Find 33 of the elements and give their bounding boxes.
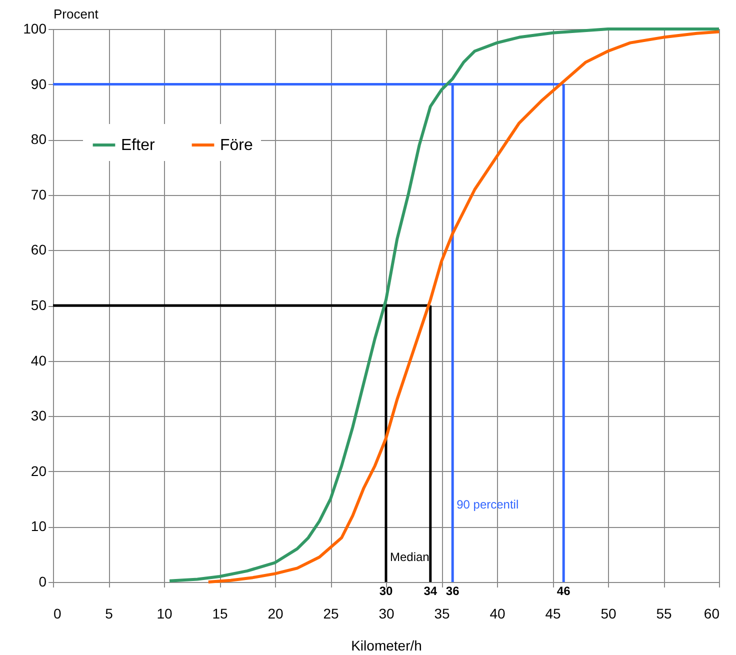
x-tick-label: 25 bbox=[323, 606, 339, 622]
ref-line-label: 34 bbox=[424, 584, 438, 598]
x-tick-label: 40 bbox=[490, 606, 506, 622]
y-tick-label: 40 bbox=[30, 352, 47, 368]
y-tick-label: 0 bbox=[38, 574, 47, 590]
y-tick-label: 90 bbox=[30, 76, 47, 92]
x-tick-label: 30 bbox=[378, 606, 394, 622]
annotation: Median bbox=[390, 550, 430, 564]
y-axis-title: Procent bbox=[54, 6, 99, 22]
x-tick-label: 5 bbox=[105, 606, 114, 622]
ref-line-label: 46 bbox=[556, 584, 571, 598]
ref-line-label: 30 bbox=[379, 584, 393, 598]
y-tick-label: 80 bbox=[30, 131, 47, 148]
ref-line-label: 36 bbox=[446, 584, 460, 598]
legend-label: Före bbox=[220, 137, 253, 154]
x-tick-label: 20 bbox=[268, 606, 284, 622]
x-axis-title: Kilometer/h bbox=[351, 638, 422, 654]
y-tick-label: 70 bbox=[30, 186, 47, 202]
y-tick-label: 100 bbox=[23, 20, 47, 36]
x-tick-label: 0 bbox=[54, 606, 62, 622]
y-tick-label: 60 bbox=[30, 242, 47, 258]
legend-label: Efter bbox=[121, 137, 156, 154]
y-tick-label: 30 bbox=[30, 408, 47, 424]
x-tick-label: 15 bbox=[212, 606, 228, 622]
x-tick-label: 60 bbox=[704, 606, 720, 622]
x-tick-label: 50 bbox=[600, 606, 616, 622]
y-tick-label: 50 bbox=[30, 297, 47, 313]
x-tick-label: 10 bbox=[156, 606, 172, 622]
y-tick-label: 10 bbox=[30, 518, 47, 534]
x-tick-label: 35 bbox=[434, 606, 450, 622]
x-tick-label: 55 bbox=[656, 606, 672, 622]
y-tick-label: 20 bbox=[30, 462, 47, 479]
x-tick-label: 45 bbox=[545, 606, 561, 622]
